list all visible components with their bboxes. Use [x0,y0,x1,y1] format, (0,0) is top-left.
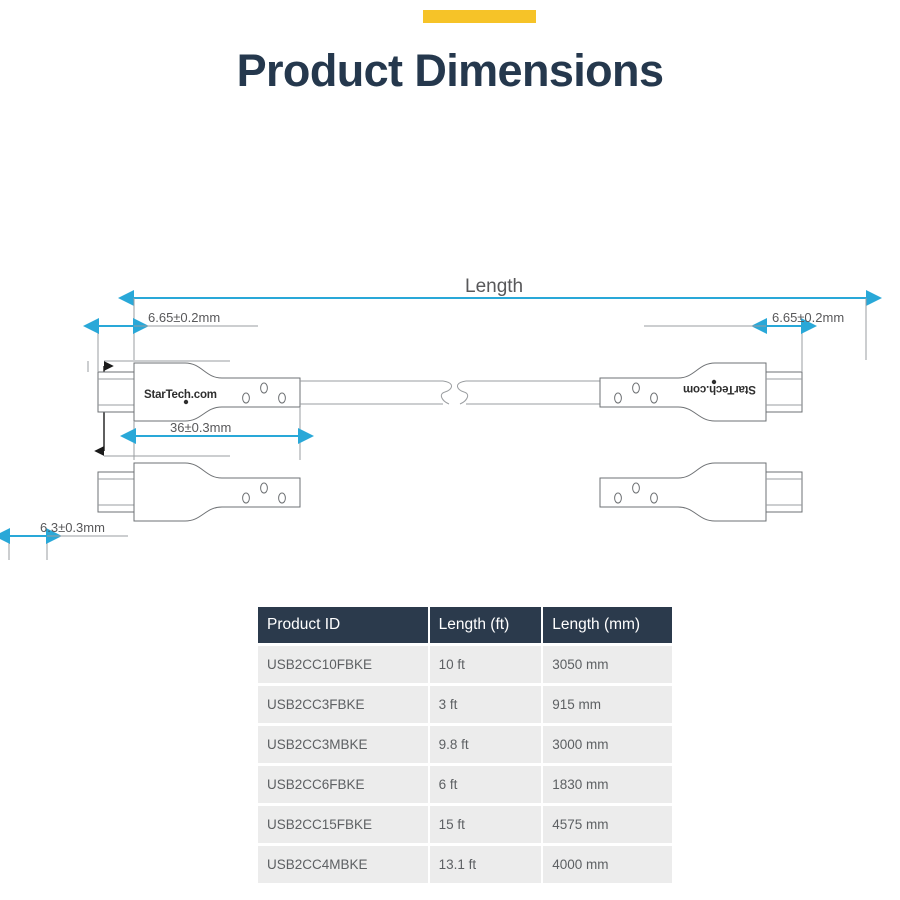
right-connector-brand-text: StarTech.com [683,383,756,395]
cell-length-ft: 9.8 ft [429,726,544,763]
left-bottom-vents [242,482,286,504]
dimension-right-tip [644,318,817,372]
table-row[interactable]: USB2CC10FBKE 10 ft 3050 mm [258,646,672,683]
cell-product-id: USB2CC6FBKE [258,766,430,803]
table-row[interactable]: USB2CC3MBKE 9.8 ft 3000 mm [258,726,672,763]
page-title: Product Dimensions [236,45,664,96]
cell-length-mm: 1830 mm [543,766,672,803]
right-connector-vents [614,382,658,404]
cell-length-mm: 4575 mm [543,806,672,843]
left-bottom-overmold [133,462,301,522]
label-overall-length: Length [465,276,523,297]
cell-length-ft: 15 ft [429,806,544,843]
cell-length-mm: 4000 mm [543,846,672,883]
cell-length-mm: 3050 mm [543,646,672,683]
left-bottom-metal-tip [97,471,135,513]
right-connector-overmold [599,362,767,422]
table-row[interactable]: USB2CC6FBKE 6 ft 1830 mm [258,766,672,803]
right-connector-metal-tip [765,371,803,413]
column-header-product-id: Product ID [258,607,430,643]
left-connector-brand-text: StarTech.com [144,389,217,401]
right-bottom-vents [614,482,658,504]
column-header-length-mm: Length (mm) [543,607,672,643]
cell-length-mm: 3000 mm [543,726,672,763]
table-header-row: Product ID Length (ft) Length (mm) [258,607,672,643]
dimension-overall-length [118,290,882,360]
table-row[interactable]: USB2CC4MBKE 13.1 ft 4000 mm [258,846,672,883]
dimension-connector-body [120,407,314,460]
table-body: USB2CC10FBKE 10 ft 3050 mm USB2CC3FBKE 3… [258,646,672,883]
cell-product-id: USB2CC15FBKE [258,806,430,843]
cell-product-id: USB2CC3MBKE [258,726,430,763]
cable-break-left [440,380,452,405]
left-connector-vents [242,382,286,404]
right-connector-side-view [457,362,803,422]
right-brand-dot-icon [711,379,717,385]
dimension-port-width [0,528,128,560]
label-right-tip-width: 6.65±0.2mm [772,310,844,325]
right-bottom-metal-tip [765,471,803,513]
right-connector-bottom-view [599,462,803,522]
cell-length-ft: 6 ft [429,766,544,803]
dimension-left-tip [83,318,258,372]
left-connector-bottom-view [97,462,301,522]
left-connector-metal-tip [97,371,135,413]
product-spec-table: Product ID Length (ft) Length (mm) USB2C… [258,604,672,886]
cable-break-right [457,380,469,405]
accent-bar [423,10,536,23]
label-connector-body-length: 36±0.3mm [170,420,231,435]
table-row[interactable]: USB2CC3FBKE 3 ft 915 mm [258,686,672,723]
left-brand-dot-icon [183,399,189,405]
label-left-tip-width: 6.65±0.2mm [148,310,220,325]
column-header-length-ft: Length (ft) [429,607,544,643]
cell-length-ft: 10 ft [429,646,544,683]
left-connector-side-view [97,362,452,422]
cell-length-ft: 13.1 ft [429,846,544,883]
cell-product-id: USB2CC3FBKE [258,686,430,723]
cell-length-ft: 3 ft [429,686,544,723]
product-dimensions-drawing: 6.3±0.3mm 12.2±0.3mm Length 6.65±0.2mm 6… [0,250,900,560]
cell-product-id: USB2CC10FBKE [258,646,430,683]
right-bottom-overmold [599,462,767,522]
label-port-width: 6.3±0.3mm [40,520,105,535]
cell-length-mm: 915 mm [543,686,672,723]
cell-product-id: USB2CC4MBKE [258,846,430,883]
table-row[interactable]: USB2CC15FBKE 15 ft 4575 mm [258,806,672,843]
